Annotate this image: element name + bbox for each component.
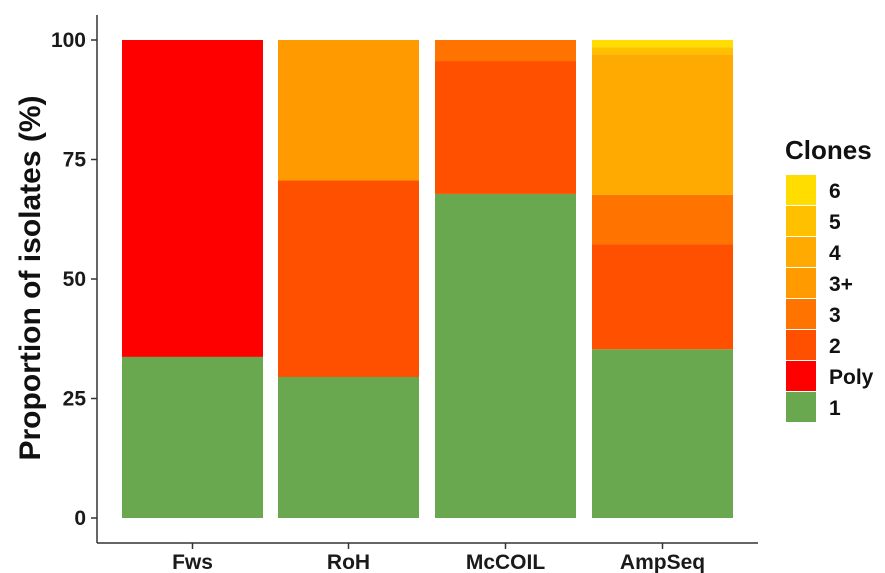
bar-segment-ampseq-3 xyxy=(592,194,733,245)
bar-segment-roh-3plus xyxy=(278,40,419,181)
legend-label: 3+ xyxy=(829,273,853,296)
y-ticks: 0 25 50 75 100 xyxy=(51,29,97,530)
bar-segment-mccoil-3 xyxy=(435,40,576,62)
legend-label: 3 xyxy=(829,304,841,327)
x-ticks: Fws RoH McCOIL AmpSeq xyxy=(172,543,705,573)
y-tick-label: 25 xyxy=(63,388,87,411)
legend: Clones 6 5 4 3+ 3 2 Poly 1 xyxy=(785,135,874,422)
legend-label: 6 xyxy=(829,180,841,203)
x-tick-label: Fws xyxy=(172,551,213,573)
bar-segment-ampseq-6 xyxy=(592,40,733,48)
legend-swatch xyxy=(786,392,816,422)
legend-label: 5 xyxy=(829,211,841,234)
legend-swatch xyxy=(786,361,816,391)
x-tick-label: AmpSeq xyxy=(620,551,705,573)
legend-title: Clones xyxy=(785,135,872,165)
bar-segment-fws-1 xyxy=(122,356,263,518)
legend-swatch xyxy=(786,330,816,360)
legend-label: 2 xyxy=(829,335,841,358)
legend-swatch xyxy=(786,237,816,267)
bar-segment-ampseq-5 xyxy=(592,47,733,55)
bar-segment-roh-1 xyxy=(278,376,419,518)
bar-segment-ampseq-2 xyxy=(592,244,733,350)
bar-segment-roh-2 xyxy=(278,180,419,377)
legend-label: 1 xyxy=(829,397,841,420)
y-tick-label: 100 xyxy=(51,29,86,52)
y-axis-title: Proportion of isolates (%) xyxy=(14,95,47,460)
legend-swatch xyxy=(786,206,816,236)
y-tick-label: 75 xyxy=(63,149,87,172)
y-tick-label: 0 xyxy=(74,507,86,530)
legend-label: Poly xyxy=(829,366,874,389)
legend-swatch xyxy=(786,175,816,205)
bars-layer xyxy=(122,40,733,518)
y-tick-label: 50 xyxy=(63,268,86,291)
x-tick-label: McCOIL xyxy=(466,551,546,573)
x-tick-label: RoH xyxy=(327,551,370,573)
bar-segment-fws-poly xyxy=(122,40,263,357)
legend-swatch xyxy=(786,268,816,298)
bar-segment-mccoil-1 xyxy=(435,193,576,518)
legend-swatch xyxy=(786,299,816,329)
legend-label: 4 xyxy=(829,242,841,265)
bar-segment-ampseq-1 xyxy=(592,349,733,518)
bar-segment-ampseq-4 xyxy=(592,54,733,195)
bar-segment-mccoil-2 xyxy=(435,61,576,194)
